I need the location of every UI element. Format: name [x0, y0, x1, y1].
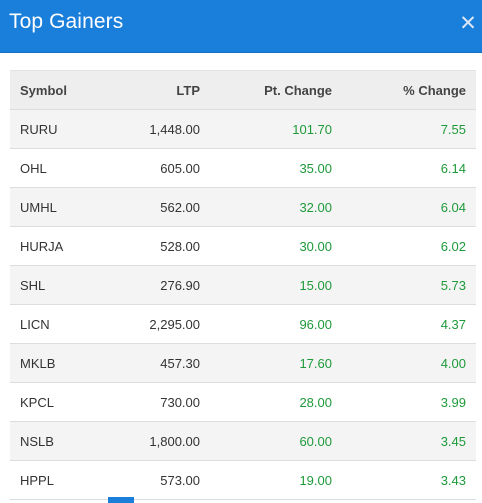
cell-ltp: 2,295.00 — [106, 304, 210, 344]
modal-header: Top Gainers ✕ — [0, 0, 482, 53]
cell-pct-change: 5.73 — [342, 265, 476, 305]
table-row[interactable]: NSLB 1,800.00 60.00 3.45 — [10, 421, 476, 461]
gainers-table: Symbol LTP Pt. Change % Change RURU 1,44… — [10, 70, 476, 500]
table-row[interactable]: MKLB 457.30 17.60 4.00 — [10, 343, 476, 383]
cell-pt-change: 101.70 — [210, 109, 342, 149]
cell-ltp: 1,800.00 — [106, 421, 210, 461]
cell-pt-change: 35.00 — [210, 148, 342, 188]
cell-pt-change: 17.60 — [210, 343, 342, 383]
header-ltp[interactable]: LTP — [106, 70, 210, 110]
pagination-button[interactable] — [108, 497, 134, 503]
cell-symbol[interactable]: KPCL — [10, 382, 106, 422]
modal-title: Top Gainers — [9, 10, 124, 33]
cell-pt-change: 96.00 — [210, 304, 342, 344]
cell-pt-change: 28.00 — [210, 382, 342, 422]
table-row[interactable]: KPCL 730.00 28.00 3.99 — [10, 382, 476, 422]
cell-ltp: 457.30 — [106, 343, 210, 383]
cell-pct-change: 4.00 — [342, 343, 476, 383]
cell-pct-change: 6.04 — [342, 187, 476, 227]
cell-symbol[interactable]: SHL — [10, 265, 106, 305]
cell-ltp: 1,448.00 — [106, 109, 210, 149]
table-row[interactable]: HURJA 528.00 30.00 6.02 — [10, 226, 476, 266]
header-symbol[interactable]: Symbol — [10, 70, 106, 110]
cell-pt-change: 32.00 — [210, 187, 342, 227]
cell-ltp: 276.90 — [106, 265, 210, 305]
cell-ltp: 562.00 — [106, 187, 210, 227]
cell-pct-change: 6.02 — [342, 226, 476, 266]
cell-symbol[interactable]: UMHL — [10, 187, 106, 227]
cell-ltp: 605.00 — [106, 148, 210, 188]
table-row[interactable]: OHL 605.00 35.00 6.14 — [10, 148, 476, 188]
table-row[interactable]: UMHL 562.00 32.00 6.04 — [10, 187, 476, 227]
cell-ltp: 730.00 — [106, 382, 210, 422]
cell-pct-change: 3.45 — [342, 421, 476, 461]
cell-pt-change: 15.00 — [210, 265, 342, 305]
cell-pct-change: 3.99 — [342, 382, 476, 422]
cell-pct-change: 7.55 — [342, 109, 476, 149]
table-row[interactable]: RURU 1,448.00 101.70 7.55 — [10, 109, 476, 149]
cell-pt-change: 60.00 — [210, 421, 342, 461]
cell-pct-change: 6.14 — [342, 148, 476, 188]
cell-symbol[interactable]: HURJA — [10, 226, 106, 266]
table-row[interactable]: LICN 2,295.00 96.00 4.37 — [10, 304, 476, 344]
cell-ltp: 528.00 — [106, 226, 210, 266]
table-header-row: Symbol LTP Pt. Change % Change — [10, 70, 476, 110]
cell-symbol[interactable]: MKLB — [10, 343, 106, 383]
gainers-table-container: Symbol LTP Pt. Change % Change RURU 1,44… — [10, 70, 476, 500]
cell-symbol[interactable]: LICN — [10, 304, 106, 344]
cell-pt-change: 19.00 — [210, 460, 342, 500]
cell-symbol[interactable]: NSLB — [10, 421, 106, 461]
close-icon[interactable]: ✕ — [459, 12, 477, 35]
header-pct-change[interactable]: % Change — [342, 70, 476, 110]
cell-symbol[interactable]: HPPL — [10, 460, 106, 500]
table-row[interactable]: HPPL 573.00 19.00 3.43 — [10, 460, 476, 500]
table-row[interactable]: SHL 276.90 15.00 5.73 — [10, 265, 476, 305]
cell-symbol[interactable]: RURU — [10, 109, 106, 149]
cell-pct-change: 3.43 — [342, 460, 476, 500]
cell-pt-change: 30.00 — [210, 226, 342, 266]
cell-ltp: 573.00 — [106, 460, 210, 500]
header-pt-change[interactable]: Pt. Change — [210, 70, 342, 110]
cell-symbol[interactable]: OHL — [10, 148, 106, 188]
cell-pct-change: 4.37 — [342, 304, 476, 344]
